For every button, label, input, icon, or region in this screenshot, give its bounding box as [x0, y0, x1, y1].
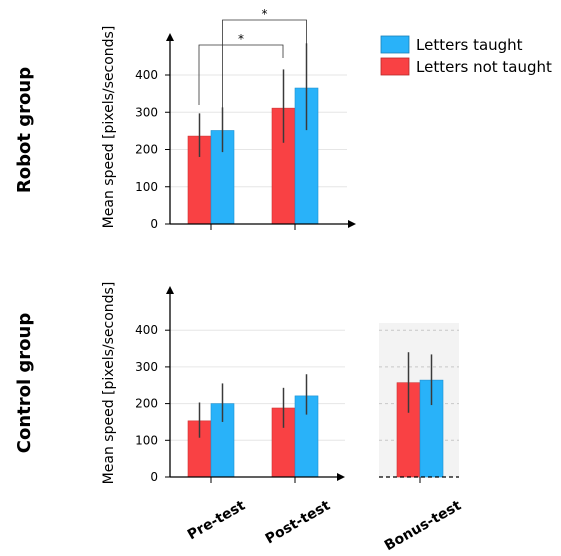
significance-marker-1: * — [238, 32, 244, 46]
y-tick-label-300: 300 — [135, 360, 158, 374]
legend-swatch-letters-not-taught — [380, 57, 410, 76]
legend-label-letters-not-taught: Letters not taught — [416, 58, 552, 76]
y-tick-label-0: 0 — [150, 217, 158, 231]
significance-marker-2: * — [262, 7, 268, 21]
significance-bracket-2 — [222, 19, 307, 108]
x-label-bonus-test: Bonus-test — [382, 497, 464, 554]
y-axis-arrow — [166, 33, 174, 41]
x-axis-arrow — [337, 473, 345, 481]
control-group-plot: 0 100 200 300 400 — [135, 286, 459, 484]
x-axis-arrow — [348, 220, 356, 228]
y-tick-label-200: 200 — [135, 143, 158, 157]
y-tick-label-300: 300 — [135, 105, 158, 119]
legend: Letters taught Letters not taught — [380, 35, 552, 76]
group-label-control: Control group — [14, 313, 35, 454]
legend-swatch-letters-taught — [380, 35, 410, 54]
group-label-robot: Robot group — [14, 67, 35, 193]
significance-bracket-1 — [198, 44, 284, 105]
y-axis-arrow — [166, 286, 174, 294]
y-tick-label-0: 0 — [150, 470, 158, 484]
y-axis-label-robot: Mean speed [pixels/seconds] — [101, 26, 117, 229]
y-tick-label-100: 100 — [135, 180, 158, 194]
y-tick-label-100: 100 — [135, 433, 158, 447]
y-axis-label-control: Mean speed [pixels/seconds] — [101, 282, 117, 485]
robot-group-plot: 0 100 200 300 400 * * — [135, 7, 356, 231]
y-tick-label-200: 200 — [135, 397, 158, 411]
x-label-post-test: Post-test — [263, 497, 334, 547]
legend-label-letters-taught: Letters taught — [416, 36, 523, 54]
y-tick-label-400: 400 — [135, 323, 158, 337]
x-label-pre-test: Pre-test — [185, 497, 248, 543]
y-tick-label-400: 400 — [135, 68, 158, 82]
